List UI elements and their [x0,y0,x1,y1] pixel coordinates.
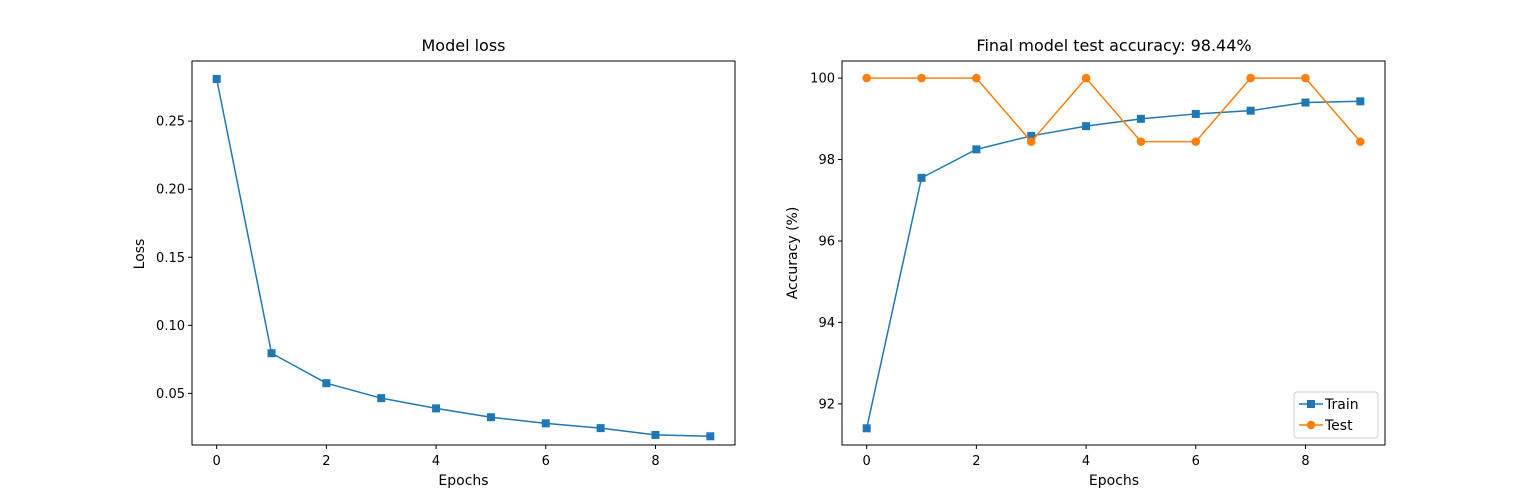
data-point [1246,106,1255,115]
data-point [596,424,605,433]
y-tick-label: 98 [818,153,835,168]
x-tick-label: 8 [1301,454,1309,469]
accuracy-chart-frame [841,60,1386,446]
y-tick-label: 0.10 [156,319,185,334]
data-point [432,404,441,413]
data-point [651,430,660,439]
x-tick-label: 0 [863,454,871,469]
data-point [322,379,331,388]
data-point [486,413,495,422]
data-point [1026,137,1036,146]
data-point [972,73,981,83]
y-tick-label: 96 [818,234,835,249]
x-tick-label: 2 [972,454,980,469]
y-tick-label: 0.15 [156,251,185,266]
data-point [1301,98,1310,107]
data-point [1191,137,1201,146]
data-point [1356,97,1365,106]
accuracy-chart-ylabel: Accuracy (%) [785,207,801,300]
loss-chart-ticks: 0 2 4 6 8 0.05 0.10 0.15 0.20 0.25 [156,115,660,469]
data-point [706,432,715,441]
y-tick-label: 92 [818,397,835,412]
loss-chart-ylabel: Loss [132,239,148,270]
series-line [215,78,711,438]
legend-entry-train: Train [1299,397,1359,413]
y-tick-label: 100 [810,72,835,87]
x-tick-label: 4 [1082,454,1090,469]
legend-test-marker [1306,420,1316,430]
data-point [1082,122,1091,131]
x-tick-label: 6 [1192,454,1200,469]
legend-train-label: Train [1324,397,1359,413]
loss-chart-frame [191,60,736,446]
series-line [865,100,1361,429]
accuracy-chart-ticks: 0 2 4 6 8 92 94 96 98 100 [810,72,1309,469]
accuracy-chart-title: Final model test accuracy: 98.44% [976,36,1251,55]
data-point [1191,109,1200,118]
series-line [866,77,1361,143]
data-point [1136,114,1145,123]
legend-entry-test: Test [1299,418,1353,434]
data-point [862,424,871,433]
data-point [862,73,871,83]
y-tick-label: 0.25 [156,115,185,130]
accuracy-chart-xlabel: Epochs [1089,473,1139,489]
y-tick-label: 94 [818,316,835,331]
loss-chart-xlabel: Epochs [438,473,488,489]
accuracy-chart: Final model test accuracy: 98.44% Epochs… [785,36,1386,489]
data-point [917,173,926,182]
data-point [972,145,981,154]
data-point [1356,137,1365,146]
data-point [1246,73,1255,83]
data-point [1301,73,1310,83]
data-point [267,349,276,358]
accuracy-chart-series [862,73,1365,433]
y-tick-label: 0.20 [156,183,185,198]
x-tick-label: 0 [213,454,221,469]
data-point [541,419,550,428]
data-point [1027,131,1036,140]
loss-chart-series [212,74,715,441]
data-point [1081,73,1091,83]
data-point [377,394,386,403]
y-tick-label: 0.05 [156,387,185,402]
legend-test-label: Test [1324,418,1353,434]
accuracy-legend: Train Test [1293,391,1379,439]
x-tick-label: 4 [432,454,440,469]
loss-chart-title: Model loss [421,36,505,55]
x-tick-label: 6 [542,454,550,469]
data-point [212,74,221,83]
x-tick-label: 2 [322,454,330,469]
data-point [917,73,926,83]
x-tick-label: 8 [651,454,659,469]
legend-train-marker [1307,400,1315,408]
loss-chart: Model loss Epochs Loss 0 2 4 6 8 0.05 0.10 0.15… [132,36,736,489]
data-point [1136,137,1146,146]
